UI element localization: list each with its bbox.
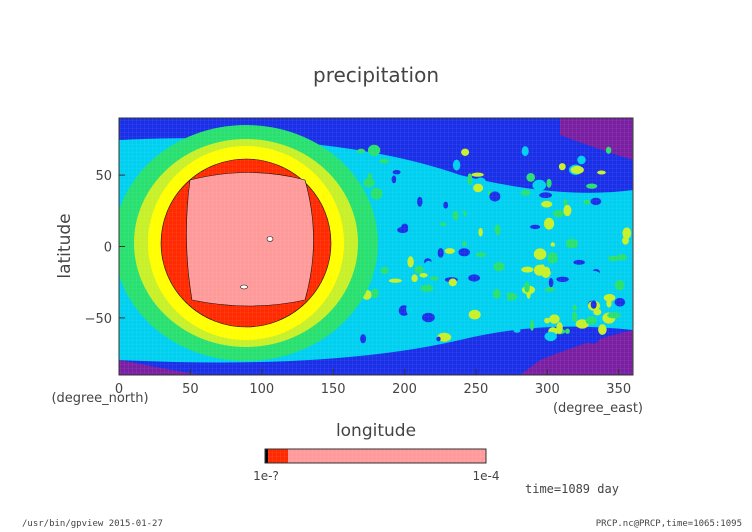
x-axis: 0 50 100 150 200 250 300 350 <box>115 369 631 397</box>
x-tick-label: 350 <box>606 382 631 397</box>
x-tick-label: 50 <box>182 382 199 397</box>
y-axis-label: latitude <box>55 213 75 278</box>
x-tick-label: 200 <box>392 382 417 397</box>
x-axis-unit: (degree_east) <box>553 401 643 416</box>
colorbar-min-label: 1e-? <box>253 469 279 483</box>
colorbar-frame <box>264 448 487 464</box>
footer-right: PRCP.nc@PRCP,time=1065:1095 <box>596 519 742 529</box>
x-axis-label: longitude <box>336 421 416 441</box>
footer-left: /usr/bin/gpview 2015-01-27 <box>22 519 163 529</box>
x-tick-label: 300 <box>535 382 560 397</box>
x-tick-label: 150 <box>321 382 346 397</box>
y-tick-label: 50 <box>95 169 112 184</box>
time-annotation: time=1089 day <box>525 482 619 496</box>
y-tick-label: 0 <box>104 241 112 256</box>
colorbar-grid <box>265 449 486 463</box>
y-tick-label: −50 <box>85 312 112 327</box>
y-axis: 50 0 −50 <box>85 169 125 327</box>
x-tick-label: 0 <box>115 382 123 397</box>
y-axis-unit: (degree_north) <box>51 391 148 406</box>
colorbar-max-label: 1e-4 <box>473 469 500 483</box>
plot-area <box>119 118 633 375</box>
x-tick-label: 250 <box>464 382 489 397</box>
x-tick-label: 100 <box>249 382 274 397</box>
grid-overlay <box>119 118 633 375</box>
chart-title: precipitation <box>313 63 439 87</box>
colorbar: 1e-? 1e-4 <box>253 448 500 483</box>
